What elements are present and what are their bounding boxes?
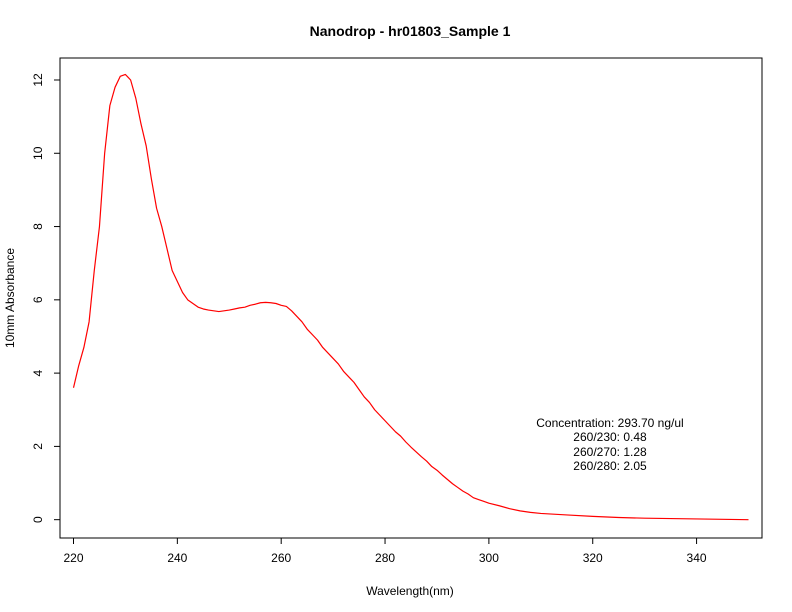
y-tick-label: 8 bbox=[31, 223, 45, 230]
x-tick-label: 280 bbox=[375, 551, 395, 565]
chart-title: Nanodrop - hr01803_Sample 1 bbox=[310, 23, 511, 39]
x-tick-label: 340 bbox=[687, 551, 707, 565]
x-axis-label: Wavelength(nm) bbox=[366, 584, 454, 598]
x-axis: 220 240 260 280 300 320 340 bbox=[63, 538, 707, 565]
x-tick-label: 320 bbox=[583, 551, 603, 565]
x-tick-label: 260 bbox=[271, 551, 291, 565]
y-tick-label: 0 bbox=[31, 516, 45, 523]
y-tick-label: 10 bbox=[31, 146, 45, 160]
y-axis-label: 10mm Absorbance bbox=[3, 248, 17, 348]
annotation-concentration: Concentration: 293.70 ng/ul bbox=[536, 416, 683, 430]
annotation-260-270: 260/270: 1.28 bbox=[573, 445, 647, 459]
plot-frame bbox=[59, 57, 763, 539]
absorbance-line bbox=[72, 73, 749, 521]
y-tick-label: 6 bbox=[31, 296, 45, 303]
series-layer bbox=[72, 73, 749, 521]
x-tick-label: 220 bbox=[63, 551, 83, 565]
y-tick-label: 2 bbox=[31, 443, 45, 450]
x-tick-label: 300 bbox=[479, 551, 499, 565]
y-tick-label: 4 bbox=[31, 369, 45, 376]
annotation-box: Concentration: 293.70 ng/ul 260/230: 0.4… bbox=[536, 416, 683, 473]
y-axis: 0 2 4 6 8 10 12 bbox=[31, 73, 60, 523]
x-tick-label: 240 bbox=[167, 551, 187, 565]
y-tick-label: 12 bbox=[31, 73, 45, 87]
annotation-260-280: 260/280: 2.05 bbox=[573, 459, 647, 473]
annotation-260-230: 260/230: 0.48 bbox=[573, 430, 647, 444]
